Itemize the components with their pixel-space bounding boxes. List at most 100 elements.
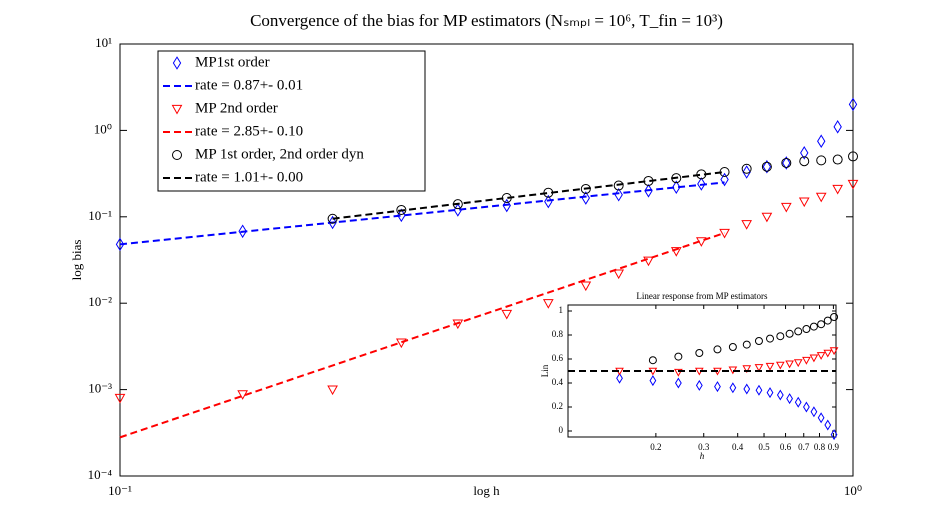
marker [816, 155, 827, 166]
marker [719, 228, 730, 239]
marker [720, 172, 729, 187]
marker [765, 362, 775, 371]
y-tick-label: 10⁻³ [88, 381, 112, 396]
marker [114, 393, 126, 404]
chart-title: Linear response from MP estimators [636, 291, 768, 301]
marker [754, 337, 763, 345]
x-tick-label: 0.2 [650, 442, 661, 452]
marker [781, 157, 792, 168]
marker [815, 192, 827, 203]
marker [172, 56, 182, 70]
marker [817, 134, 826, 148]
marker [729, 382, 737, 394]
marker [501, 309, 513, 320]
x-tick-label: 0.4 [732, 442, 744, 452]
marker [848, 151, 858, 162]
marker [643, 256, 654, 267]
marker [755, 384, 763, 396]
marker [670, 247, 682, 257]
marker [695, 349, 704, 357]
marker [742, 365, 752, 374]
x-tick-label: 0.5 [758, 442, 770, 452]
marker [644, 183, 653, 198]
marker [237, 390, 248, 400]
marker [817, 412, 825, 424]
marker [115, 237, 125, 252]
x-tick-label: 0.3 [698, 442, 710, 452]
y-tick-label: 10⁻² [88, 294, 112, 309]
legend-label: MP 1st order, 2nd order dyn [195, 146, 364, 162]
marker [810, 406, 818, 418]
y-axis-label: log bias [69, 240, 84, 281]
marker [761, 212, 773, 223]
y-axis-label: Lin [540, 364, 550, 377]
x-tick-label: 0.8 [814, 442, 826, 452]
marker [542, 299, 554, 309]
marker [674, 377, 682, 389]
x-tick-label: 10⁻¹ [108, 483, 132, 498]
marker [799, 156, 810, 167]
marker [695, 379, 703, 391]
marker [674, 368, 683, 377]
marker [327, 385, 338, 396]
y-tick-label: 0 [559, 425, 564, 435]
y-tick-label: 10⁻⁴ [88, 467, 113, 482]
marker [171, 104, 183, 115]
marker [613, 180, 624, 191]
marker [793, 359, 803, 368]
marker [728, 343, 737, 351]
legend [157, 50, 426, 192]
marker [714, 381, 721, 393]
marker [775, 361, 785, 370]
marker [830, 313, 839, 321]
marker [809, 322, 818, 331]
marker [649, 375, 657, 387]
marker [648, 356, 657, 365]
marker [830, 429, 838, 441]
marker [800, 146, 809, 160]
y-tick-label: 0.4 [552, 377, 564, 387]
marker [794, 327, 803, 336]
marker [397, 208, 406, 223]
marker [741, 163, 752, 174]
marker [802, 356, 811, 365]
marker [697, 177, 706, 191]
marker [809, 354, 819, 363]
marker [713, 345, 722, 354]
chart-title: Convergence of the bias for MP estimator… [250, 11, 723, 30]
marker [743, 383, 751, 395]
y-tick-label: 0.8 [552, 329, 564, 339]
marker [172, 150, 182, 160]
marker [829, 347, 839, 356]
y-tick-label: 0.2 [552, 401, 563, 411]
marker [802, 325, 811, 333]
y-tick-label: 0.6 [552, 353, 564, 363]
legend-label: rate = 0.87+- 0.01 [195, 77, 303, 93]
marker [782, 156, 791, 170]
marker [776, 332, 785, 341]
marker [238, 224, 247, 239]
marker [833, 120, 842, 134]
marker [328, 215, 337, 230]
marker [786, 393, 793, 405]
y-tick-label: 10⁰ [94, 121, 112, 136]
marker [816, 352, 826, 360]
fit-line [119, 232, 725, 439]
marker [754, 364, 764, 372]
marker [396, 204, 407, 215]
x-tick-label: 0.6 [780, 442, 792, 452]
marker [616, 372, 623, 384]
marker [672, 180, 681, 195]
marker [766, 387, 774, 399]
x-axis-label: log h [473, 483, 500, 498]
x-tick-label: 10⁰ [844, 483, 862, 498]
legend-label: rate = 2.85+- 0.10 [195, 123, 303, 139]
marker [762, 159, 772, 174]
marker [832, 184, 844, 195]
fit-line [119, 181, 725, 246]
marker [794, 396, 802, 408]
marker [741, 220, 753, 230]
marker [580, 281, 592, 292]
marker [742, 165, 751, 179]
